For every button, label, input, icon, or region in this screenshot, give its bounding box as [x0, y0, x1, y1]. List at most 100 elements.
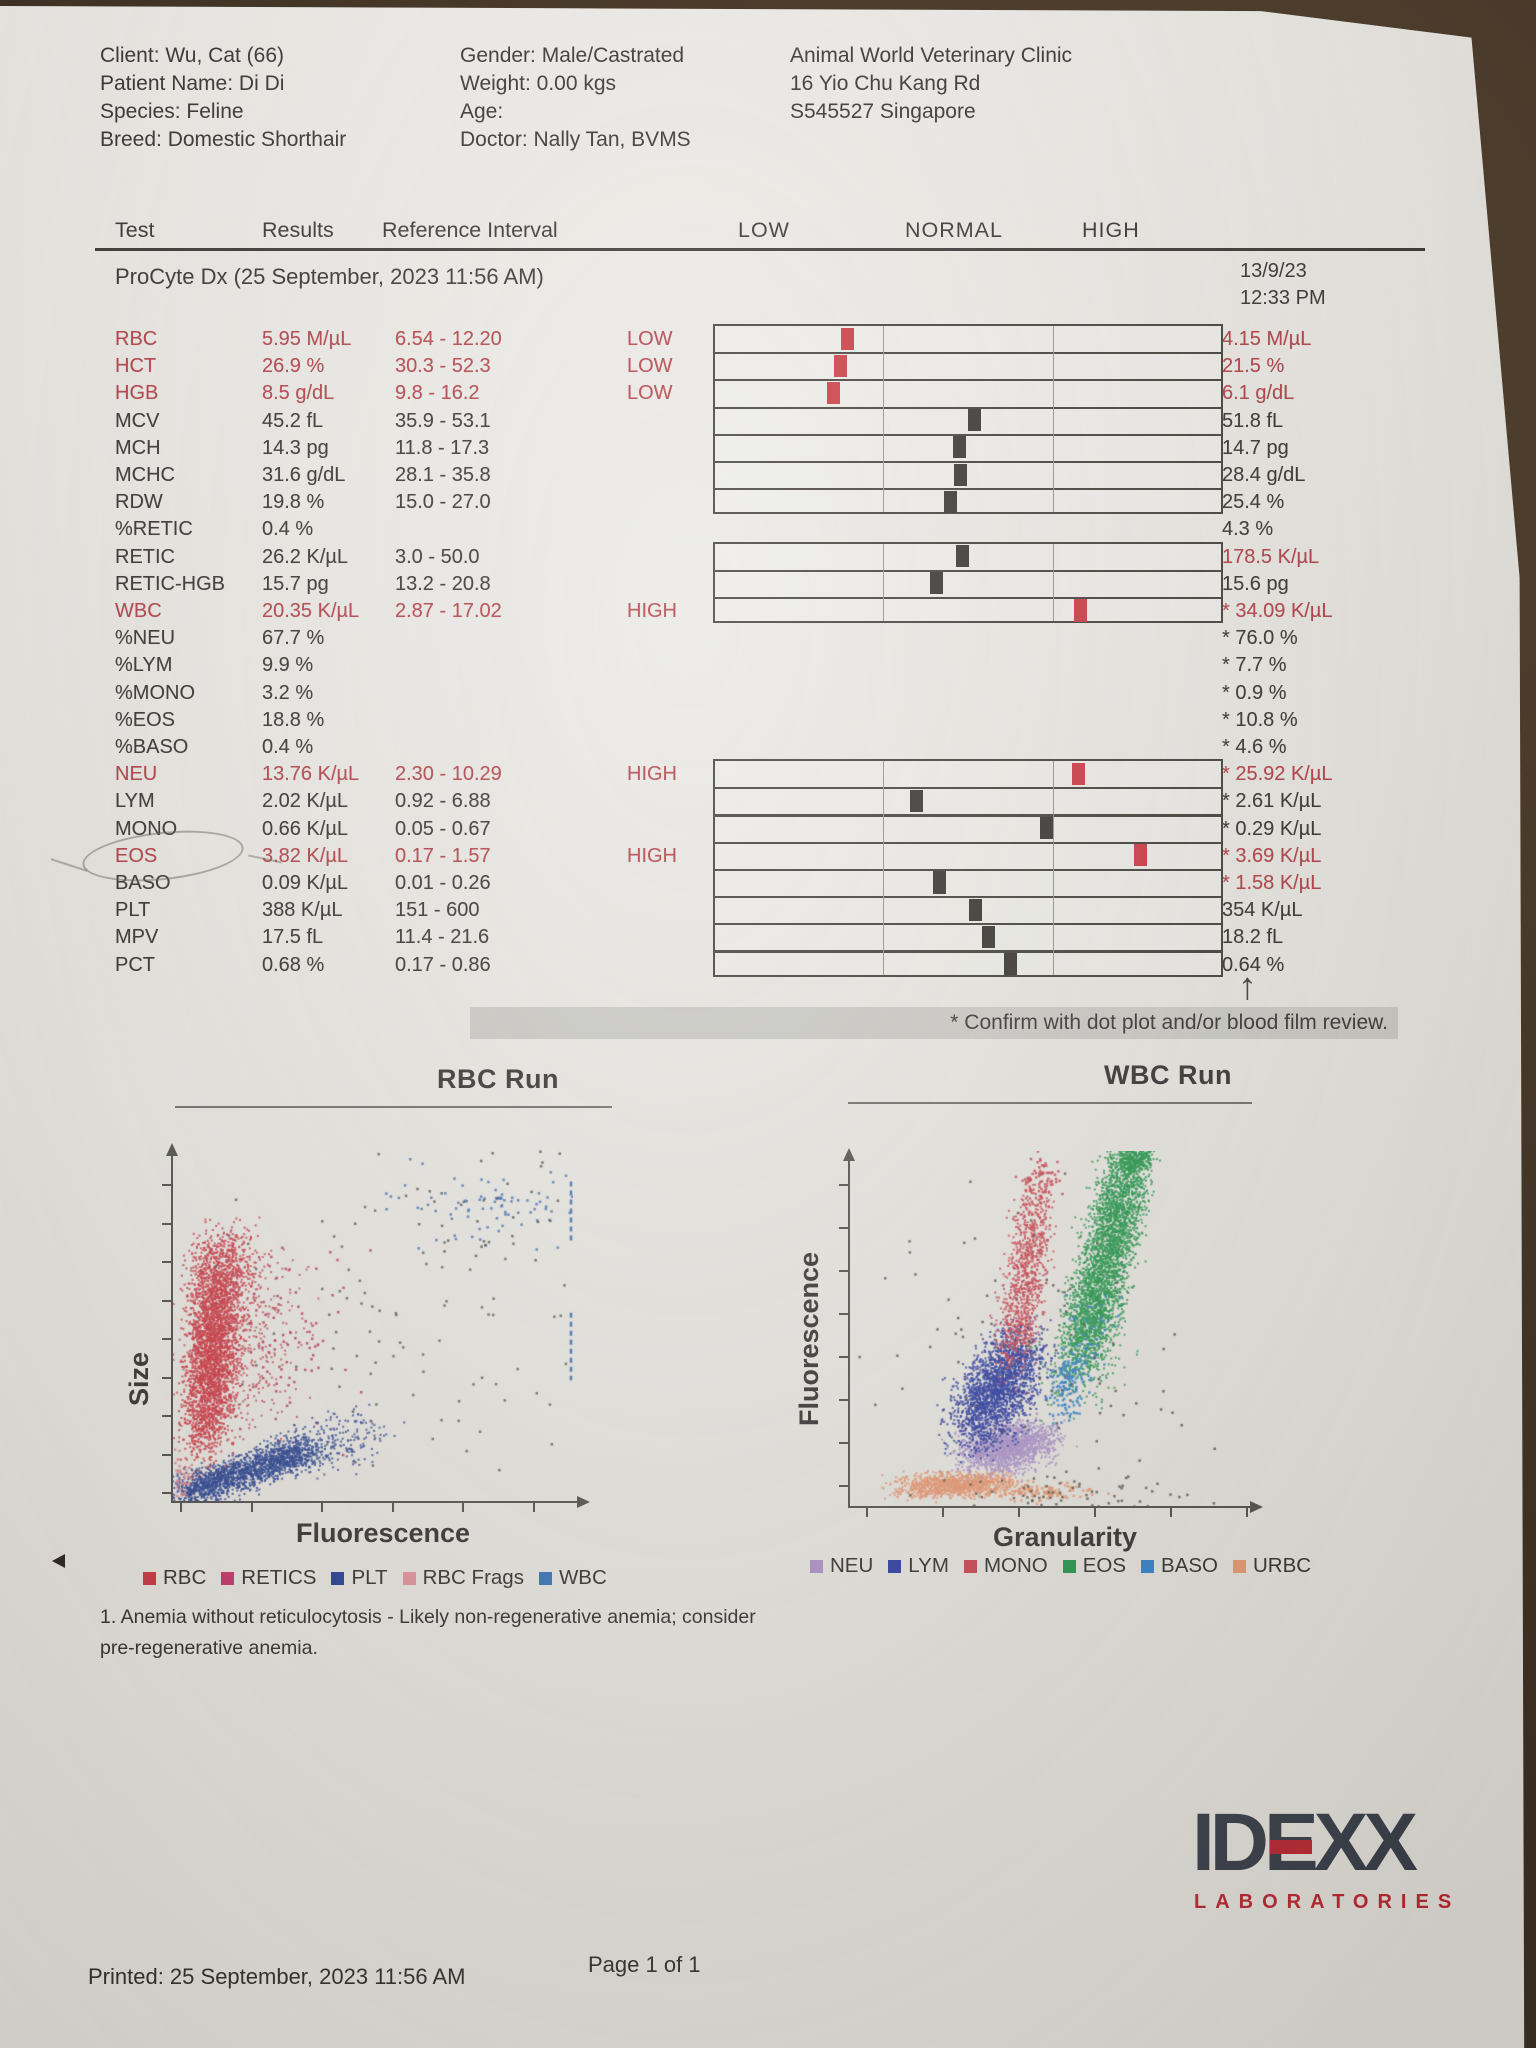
previous-result: 18.2 fL	[1222, 926, 1284, 949]
wbc-run-y-tick	[839, 1227, 848, 1229]
table-row: %LYM 9.9 % * 7.7 %	[0, 652, 1524, 679]
wbc-run-x-axis-arrow-icon	[1250, 1501, 1263, 1513]
previous-result: * 10.8 %	[1222, 708, 1298, 731]
result-marker	[933, 871, 947, 894]
printed-timestamp: Printed: 25 September, 2023 11:56 AM	[88, 1964, 466, 1989]
table-row: HCT 26.9 % 30.3 - 52.3 LOW 21.5 %	[0, 353, 1524, 380]
col-reference-interval: Reference Interval	[382, 218, 558, 242]
col-low: LOW	[738, 218, 790, 242]
test-name: PLT	[115, 899, 151, 922]
result-marker	[967, 409, 981, 432]
rbc-run-x-tick	[391, 1503, 394, 1512]
reference-bar-group	[713, 324, 1223, 515]
reference-bar-group	[713, 759, 1223, 977]
legend-label: RBC Frags	[422, 1566, 524, 1589]
table-row: EOS 3.82 K/µL 0.17 - 1.57 HIGH * 3.69 K/µL	[0, 843, 1524, 870]
test-result: 2.02 K/µL	[262, 790, 349, 813]
rbc-run-legend: RBC RETICS PLT RBC Frags WBC	[143, 1566, 622, 1590]
previous-result: 14.7 pg	[1222, 436, 1289, 459]
header-rule	[95, 248, 1425, 251]
footnote-text: * Confirm with dot plot and/or blood fil…	[950, 1011, 1388, 1034]
bar-row-separator	[715, 406, 1221, 409]
patient-info-block: Client: Wu, Cat (66) Patient Name: Di Di…	[100, 42, 346, 154]
table-row: RETIC 26.2 K/µL 3.0 - 50.0 178.5 K/µL	[0, 544, 1524, 571]
wbc-run-x-tick	[866, 1508, 868, 1517]
rbc-run-x-axis-arrow-icon	[577, 1496, 590, 1508]
table-row: RDW 19.8 % 15.0 - 27.0 25.4 %	[0, 489, 1524, 516]
rbc-run-y-tick	[162, 1415, 171, 1417]
legend-swatch-mono	[963, 1559, 977, 1573]
bar-row-separator	[715, 814, 1221, 817]
previous-result: * 25.92 K/µL	[1222, 763, 1333, 786]
col-normal: NORMAL	[905, 218, 1003, 242]
table-row: %MONO 3.2 % * 0.9 %	[0, 680, 1524, 707]
rbc-run-y-axis	[171, 1156, 174, 1503]
test-result: 0.66 K/µL	[262, 817, 349, 840]
col-test: Test	[115, 218, 155, 242]
idexx-logo: IDEXX LABORATORIES	[1192, 1797, 1492, 1924]
result-marker	[1134, 844, 1148, 867]
previous-result: 51.8 fL	[1222, 409, 1284, 432]
previous-result: 4.15 M/µL	[1222, 328, 1312, 350]
test-result: 17.5 fL	[262, 926, 324, 949]
previous-result: * 34.09 K/µL	[1222, 600, 1333, 622]
result-marker	[955, 545, 969, 568]
bar-row-separator	[715, 433, 1221, 436]
test-result: 15.7 pg	[262, 572, 329, 595]
test-name: WBC	[115, 600, 162, 622]
test-result: 388 K/µL	[262, 899, 343, 922]
previous-result: * 4.6 %	[1222, 736, 1287, 758]
table-row: RETIC-HGB 15.7 pg 13.2 - 20.8 15.6 pg	[0, 571, 1524, 598]
flag-low: LOW	[627, 328, 673, 350]
test-result: 18.8 %	[262, 708, 325, 731]
test-name: RBC	[115, 328, 158, 350]
previous-result: * 1.58 K/µL	[1222, 872, 1322, 894]
test-name: %RETIC	[115, 518, 193, 541]
previous-run-date: 13/9/23	[1240, 260, 1307, 282]
test-name: RDW	[115, 491, 163, 514]
low-normal-high-divider	[882, 761, 885, 975]
bar-row-separator	[715, 596, 1221, 600]
rbc-run-y-tick	[162, 1453, 171, 1456]
result-marker	[1072, 762, 1086, 785]
table-row: %EOS 18.8 % * 10.8 %	[0, 707, 1524, 734]
test-name: MONO	[115, 817, 178, 840]
result-marker	[982, 925, 996, 949]
test-name: %EOS	[115, 708, 176, 731]
legend-label: PLT	[351, 1566, 388, 1589]
rbc-run-y-axis-label: Size	[124, 1351, 154, 1406]
reference-interval: 151 - 600	[395, 899, 480, 922]
bar-row-separator	[715, 841, 1221, 844]
test-result: 0.4 %	[262, 736, 314, 758]
previous-run-time: 12:33 PM	[1240, 287, 1326, 309]
reference-interval: 15.0 - 27.0	[395, 491, 491, 514]
previous-result: 4.3 %	[1222, 518, 1274, 541]
legend-label: MONO	[983, 1554, 1048, 1577]
rbc-run-y-tick	[162, 1261, 171, 1263]
test-result: 0.68 %	[262, 953, 325, 976]
reference-interval: 11.4 - 21.6	[395, 926, 490, 949]
legend-item: RBC Frags	[402, 1566, 524, 1590]
test-result: 14.3 pg	[262, 436, 329, 459]
test-name: %MONO	[115, 681, 195, 704]
test-result: 9.9 %	[262, 654, 314, 677]
bar-row-separator	[715, 352, 1221, 355]
previous-result: * 2.61 K/µL	[1222, 790, 1322, 813]
table-row: MPV 17.5 fL 11.4 - 21.6 18.2 fL	[0, 924, 1524, 951]
patient-name-line: Patient Name: Di Di	[100, 72, 285, 95]
wbc-run-y-tick	[839, 1399, 848, 1401]
previous-result: 28.4 g/dL	[1222, 464, 1306, 486]
wbc-run-x-tick	[1018, 1508, 1020, 1517]
reference-interval: 0.17 - 0.86	[395, 953, 491, 976]
legend-item: EOS	[1062, 1554, 1126, 1578]
test-name: BASO	[115, 872, 171, 894]
wbc-run-legend: NEU LYM MONO EOS BASO URBC	[810, 1554, 1326, 1578]
legend-swatch-urbc	[1232, 1559, 1246, 1573]
analyzer-run-title: ProCyte Dx (25 September, 2023 11:56 AM)	[115, 264, 544, 289]
legend-label: URBC	[1252, 1554, 1312, 1577]
low-normal-high-divider	[1052, 761, 1055, 975]
legend-item: NEU	[810, 1554, 873, 1578]
test-name: %BASO	[115, 736, 189, 758]
client-line: Client: Wu, Cat (66)	[100, 44, 285, 67]
col-results: Results	[262, 218, 334, 242]
